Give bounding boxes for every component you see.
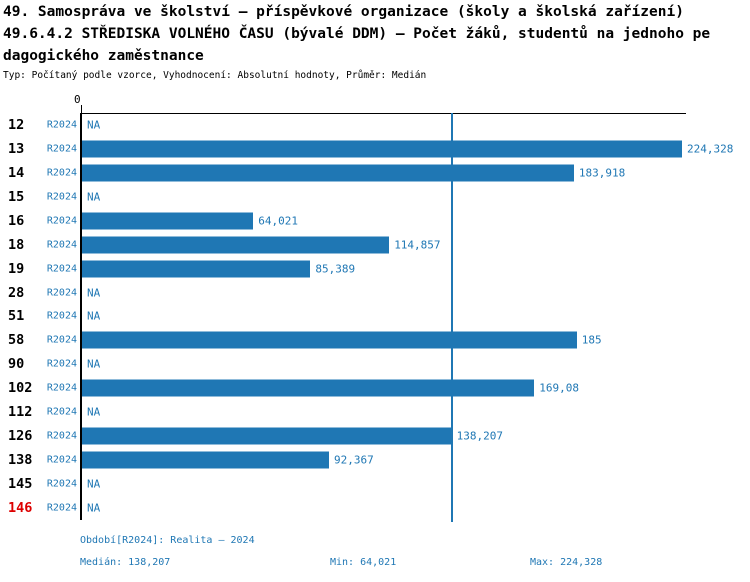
row-value-label: NA <box>87 286 101 300</box>
row-value-label: 169,08 <box>539 381 579 395</box>
row-id-label: 12 <box>8 116 25 133</box>
row-value-label: NA <box>87 357 101 371</box>
row-id-label: 15 <box>8 188 25 205</box>
row-value-label: NA <box>87 405 101 419</box>
row-id-label: 138 <box>8 452 33 469</box>
chart-row: 126 R2024 138,207 <box>0 424 750 448</box>
chart-row: 13 R2024 224,328 <box>0 137 750 161</box>
value-bar[interactable] <box>82 236 390 254</box>
row-value-label: 85,389 <box>315 262 356 276</box>
chart-row: 146 R2024 NA <box>0 496 750 520</box>
chart-row: 112 R2024 NA <box>0 400 750 424</box>
row-series-label: R2024 <box>46 287 77 299</box>
page-title-line-2: 49.6.4.2 STŘEDISKA VOLNÉHO ČASU (bývalé … <box>3 26 711 42</box>
row-value-label: NA <box>87 190 101 204</box>
page-title-line-3: dagogického zaměstnance <box>3 48 204 64</box>
chart-subtitle: Typ: Počítaný podle vzorce, Vyhodnocení:… <box>3 70 427 81</box>
row-series-label: R2024 <box>46 239 77 251</box>
row-value-label: 114,857 <box>394 238 441 252</box>
row-series-label: R2024 <box>46 478 77 490</box>
row-series-label: R2024 <box>46 430 77 442</box>
row-value-label: NA <box>87 501 101 515</box>
row-id-label: 18 <box>8 236 25 253</box>
axis-zero-tick <box>81 105 82 113</box>
value-bar[interactable] <box>82 427 452 445</box>
chart-row: 15 R2024 NA <box>0 185 750 209</box>
row-value-label: NA <box>87 477 101 491</box>
row-id-label: 19 <box>8 260 25 277</box>
chart-row: 28 R2024 NA <box>0 281 750 305</box>
row-series-label: R2024 <box>46 119 77 131</box>
row-id-label: 146 <box>8 500 33 516</box>
row-series-label: R2024 <box>46 502 77 514</box>
row-value-label: 64,021 <box>258 214 298 228</box>
row-id-label: 51 <box>8 308 25 325</box>
chart-row: 19 R2024 85,389 <box>0 257 750 281</box>
chart-row: 18 R2024 114,857 <box>0 233 750 257</box>
chart-row: 51 R2024 NA <box>0 305 750 329</box>
row-value-label: NA <box>87 309 101 323</box>
row-series-label: R2024 <box>46 358 77 370</box>
axis-vertical-line <box>80 113 82 520</box>
row-id-label: 126 <box>8 428 33 445</box>
row-value-label: 138,207 <box>456 429 503 443</box>
row-id-label: 145 <box>8 476 33 493</box>
row-series-label: R2024 <box>46 334 77 346</box>
chart-row: 138 R2024 92,367 <box>0 448 750 472</box>
row-id-label: 28 <box>8 284 25 301</box>
row-series-label: R2024 <box>46 406 77 418</box>
row-series-label: R2024 <box>46 167 77 179</box>
row-series-label: R2024 <box>46 215 77 227</box>
row-id-label: 90 <box>8 356 25 373</box>
row-id-label: 58 <box>8 332 25 349</box>
row-id-label: 13 <box>8 140 25 157</box>
row-value-label: 183,918 <box>578 166 626 180</box>
row-series-label: R2024 <box>46 191 77 203</box>
row-value-label: 92,367 <box>334 453 374 467</box>
row-value-label: 224,328 <box>687 142 734 156</box>
row-series-label: R2024 <box>46 382 77 394</box>
chart-row: 16 R2024 64,021 <box>0 209 750 233</box>
footer-period-label: Období[R2024]: Realita – 2024 <box>80 535 255 546</box>
row-id-label: 16 <box>8 212 25 229</box>
chart-row: 14 R2024 183,918 <box>0 161 750 185</box>
value-bar[interactable] <box>82 260 311 278</box>
row-series-label: R2024 <box>46 263 77 275</box>
row-series-label: R2024 <box>46 143 77 155</box>
page-title-line-1: 49. Samospráva ve školství – příspěvkové… <box>3 4 684 20</box>
footer-min-label: Min: 64,021 <box>330 557 397 568</box>
row-value-label: NA <box>87 118 101 132</box>
value-bar[interactable] <box>82 331 577 349</box>
row-id-label: 102 <box>8 380 33 397</box>
axis-top-line <box>81 113 686 114</box>
value-bar[interactable] <box>82 140 682 158</box>
chart-row: 102 R2024 169,08 <box>0 376 750 400</box>
row-value-label: 185 <box>581 333 602 347</box>
chart-row: 90 R2024 NA <box>0 352 750 376</box>
row-series-label: R2024 <box>46 454 77 466</box>
value-bar[interactable] <box>82 451 330 469</box>
footer-median-label: Medián: 138,207 <box>80 557 171 568</box>
value-bar[interactable] <box>82 212 254 230</box>
footer-max-label: Max: 224,328 <box>530 557 603 568</box>
row-id-label: 112 <box>8 404 33 421</box>
chart-row: 145 R2024 NA <box>0 472 750 496</box>
axis-zero-label: 0 <box>74 93 81 106</box>
value-bar[interactable] <box>82 379 535 397</box>
row-id-label: 14 <box>8 164 25 181</box>
value-bar[interactable] <box>82 164 574 182</box>
median-line <box>450 113 453 522</box>
chart-row: 12 R2024 NA <box>0 113 750 137</box>
chart-row: 58 R2024 185 <box>0 328 750 352</box>
row-series-label: R2024 <box>46 310 77 322</box>
